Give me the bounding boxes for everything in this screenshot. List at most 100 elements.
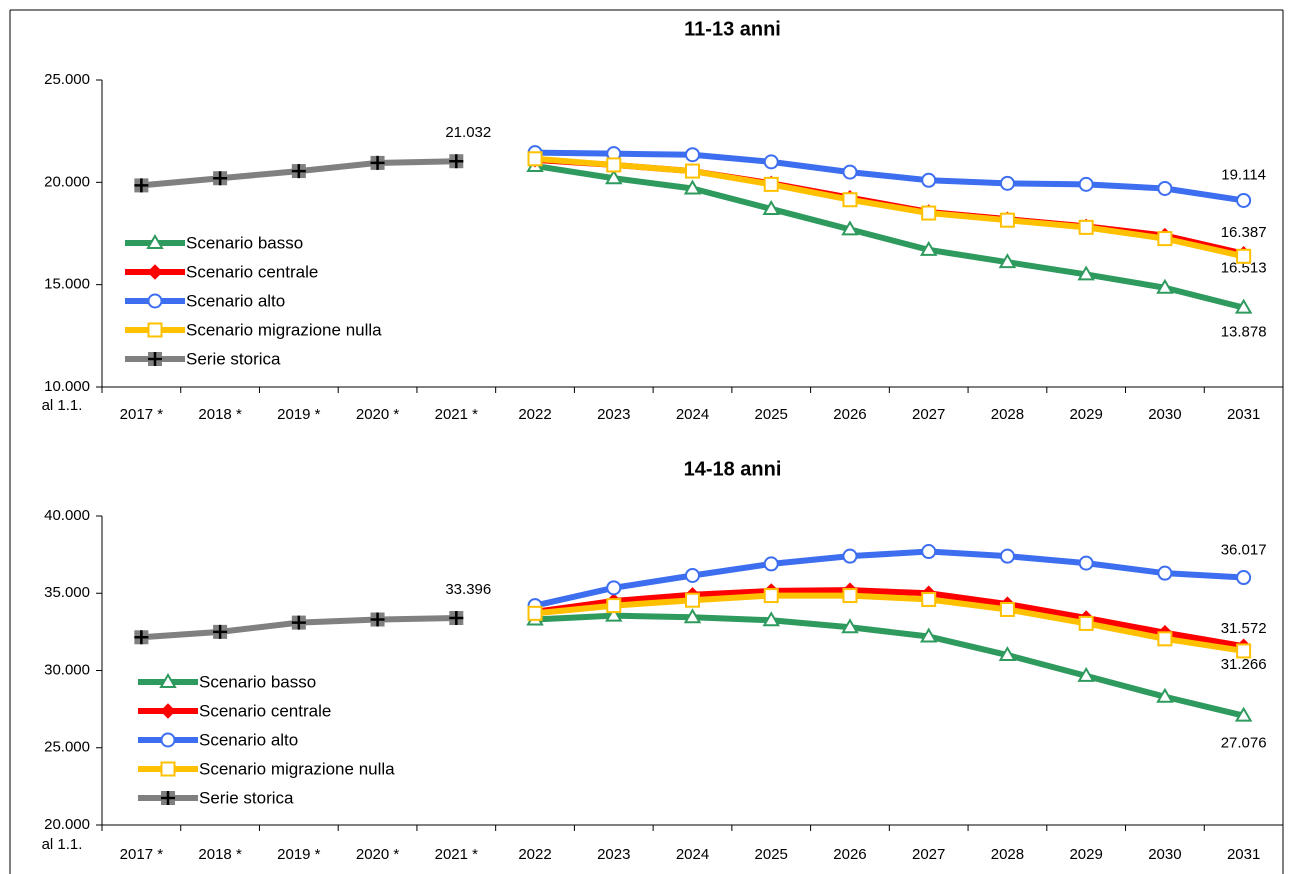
data-label: 13.878: [1221, 324, 1267, 341]
x-tick-label: 2023: [597, 846, 630, 863]
marker: [1156, 687, 1174, 703]
marker: [1078, 555, 1094, 571]
marker: [683, 608, 702, 624]
marker-plus: [449, 611, 464, 626]
marker: [134, 178, 149, 193]
data-label: 21.032: [445, 124, 491, 141]
marker-plus: [291, 164, 306, 179]
x-tick-label: 2031: [1227, 406, 1260, 423]
marker: [606, 157, 622, 173]
legend-label: Scenario centrale: [199, 701, 331, 720]
legend-label: Scenario alto: [186, 291, 285, 310]
marker: [841, 220, 859, 236]
x-tick-label: 2017 *: [120, 406, 164, 423]
marker: [999, 601, 1015, 617]
legend-marker: [160, 703, 176, 719]
y-tick-label: 40.000: [44, 507, 90, 524]
marker: [685, 567, 700, 583]
x-tick-label: 2019 *: [277, 846, 321, 863]
legend-marker: [160, 761, 176, 777]
legend-marker: [159, 673, 177, 688]
marker: [763, 154, 779, 170]
x-tick-label: 2020 *: [356, 406, 400, 423]
x-tick-label: 2029: [1069, 846, 1102, 863]
marker: [291, 164, 306, 179]
marker: [1156, 278, 1174, 294]
marker: [1077, 265, 1095, 281]
marker: [134, 630, 149, 645]
y-tick-label: 20.000: [44, 173, 90, 190]
marker: [921, 172, 937, 188]
marker: [606, 580, 622, 596]
marker: [1157, 565, 1173, 581]
marker: [1078, 176, 1094, 192]
marker: [1077, 666, 1095, 682]
x-tick-label: 2022: [518, 846, 551, 863]
x-tick-label: 2019 *: [277, 406, 321, 423]
x-tick-label: 2017 *: [120, 846, 164, 863]
y-tick-label: 15.000: [44, 276, 90, 293]
x-tick-label: 2025: [755, 846, 788, 863]
marker: [842, 164, 858, 180]
x-tick-label: 2024: [676, 406, 709, 423]
marker: [763, 556, 779, 572]
marker: [449, 154, 464, 169]
marker: [921, 205, 937, 221]
y-tick-label: 20.000: [44, 816, 90, 833]
chart-title: 11-13 anni: [684, 18, 781, 40]
series-line: [534, 155, 1245, 260]
y-tick-label: 10.000: [44, 378, 90, 395]
x-axis-label: al 1.1.: [42, 836, 83, 853]
chart-title: 14-18 anni: [684, 458, 782, 480]
marker-plus: [134, 630, 149, 645]
legend-label: Serie storica: [186, 349, 281, 368]
x-tick-label: 2024: [676, 846, 709, 863]
marker: [998, 646, 1017, 662]
marker: [1157, 180, 1173, 196]
legend-label: Scenario alto: [199, 730, 298, 749]
legend-label: Scenario migrazione nulla: [199, 759, 395, 778]
marker: [685, 147, 700, 163]
marker: [842, 588, 858, 604]
marker: [685, 163, 700, 179]
marker: [449, 611, 464, 626]
marker-plus: [449, 154, 464, 169]
marker-plus: [213, 624, 228, 639]
marker: [762, 611, 780, 627]
marker-plus: [213, 171, 228, 186]
y-tick-label: 30.000: [44, 661, 90, 678]
marker: [213, 171, 228, 186]
marker: [999, 175, 1015, 191]
marker-plus: [148, 352, 162, 366]
series-line: [534, 612, 1245, 719]
y-tick-label: 25.000: [44, 739, 90, 756]
legend-label: Scenario centrale: [186, 262, 318, 281]
marker: [527, 605, 543, 621]
x-tick-label: 2031: [1227, 846, 1260, 863]
marker: [605, 606, 623, 622]
marker: [1078, 219, 1094, 235]
series-line: [534, 592, 1245, 654]
x-tick-label: 2020 *: [356, 846, 400, 863]
marker: [1157, 231, 1173, 247]
legend-marker: [161, 791, 175, 805]
marker: [842, 192, 858, 208]
marker: [606, 598, 622, 614]
marker: [999, 212, 1015, 228]
legend-label: Scenario migrazione nulla: [186, 320, 382, 339]
legend-marker: [147, 322, 163, 338]
x-tick-label: 2026: [833, 846, 866, 863]
marker: [1157, 631, 1173, 647]
marker: [1236, 248, 1252, 264]
series-line: [534, 548, 1244, 609]
marker: [685, 592, 700, 608]
x-tick-label: 2027: [912, 406, 945, 423]
marker: [605, 169, 623, 185]
x-tick-label: 2028: [991, 846, 1024, 863]
marker-plus: [370, 612, 385, 627]
data-label: 31.266: [1221, 656, 1267, 673]
marker: [1236, 643, 1252, 659]
marker: [763, 176, 779, 192]
y-tick-label: 25.000: [44, 71, 90, 88]
